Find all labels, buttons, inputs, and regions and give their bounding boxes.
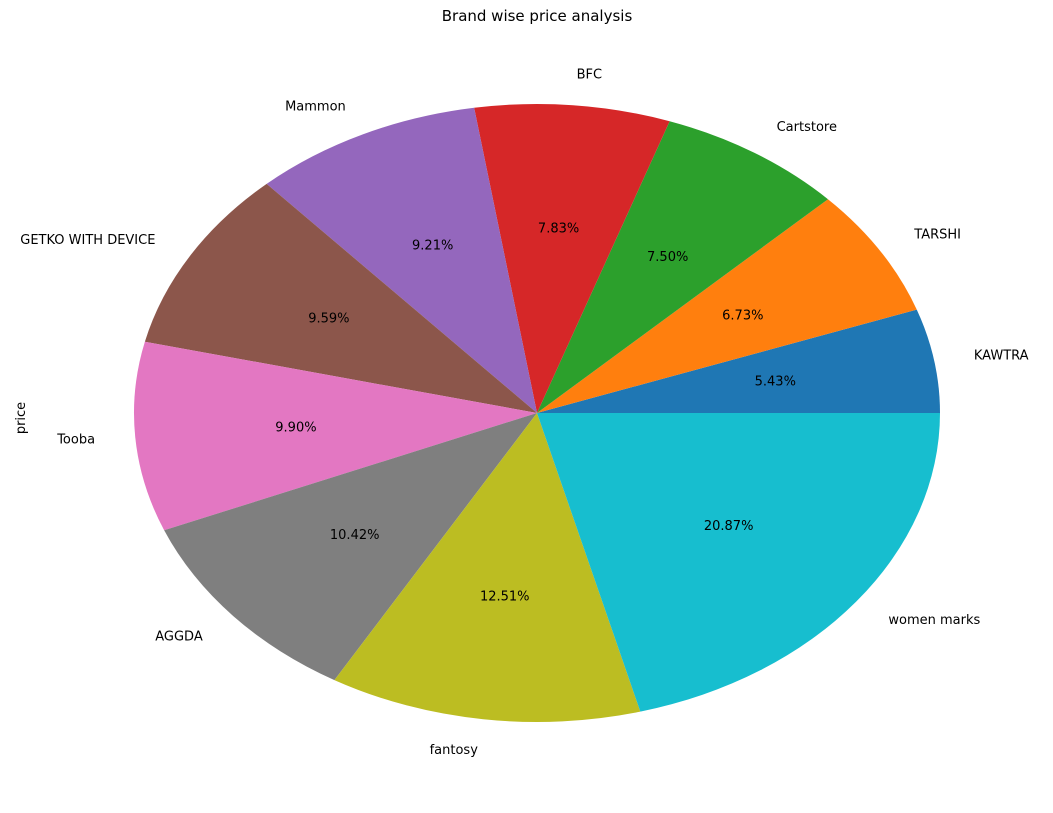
chart-title: Brand wise price analysis: [442, 7, 633, 25]
category-label: fantosy: [430, 743, 479, 758]
category-label: Cartstore: [777, 120, 837, 135]
pie-slice-kawtra: [537, 309, 940, 413]
category-label: women marks: [888, 613, 980, 628]
pie-slice-tarshi: [537, 199, 917, 413]
percent-label: 9.90%: [275, 420, 316, 435]
percent-label: 9.21%: [412, 239, 453, 254]
category-labels: KAWTRA TARSHI Cartstore BFC Mammon GETKO WITH…: [20, 67, 1028, 757]
percent-label: 6.73%: [722, 309, 763, 324]
pie-slice-bfc: [474, 104, 670, 413]
percent-label: 12.51%: [480, 590, 530, 605]
percent-label: 7.50%: [647, 250, 688, 265]
pie-slice-fantosy: [334, 413, 641, 722]
category-label: AGGDA: [155, 629, 203, 644]
percent-label: 9.59%: [308, 312, 349, 327]
percent-labels: 5.43% 6.73% 7.50% 7.83% 9.21% 9.59% 9.90% 10.42…: [275, 221, 796, 604]
pie-slice-cartstore: [537, 121, 828, 414]
percent-label: 7.83%: [538, 221, 579, 236]
percent-label: 20.87%: [704, 519, 754, 534]
category-label: Tooba: [56, 433, 95, 448]
pie-slice-tooba: [133, 341, 537, 531]
pie-slice-women-marks: [537, 413, 940, 712]
category-label: KAWTRA: [974, 348, 1029, 363]
pie-slices: [133, 104, 940, 722]
category-label: GETKO WITH DEVICE: [20, 233, 155, 248]
category-label: TARSHI: [913, 228, 961, 243]
category-label: BFC: [577, 67, 602, 82]
category-label: Mammon: [285, 99, 346, 114]
percent-label: 5.43%: [755, 375, 796, 390]
percent-label: 10.42%: [330, 528, 380, 543]
y-axis-label: price: [14, 402, 29, 434]
pie-slice-aggda: [164, 413, 537, 681]
pie-slice-mammon: [266, 107, 537, 413]
pie-slice-getko-with-device: [144, 183, 537, 413]
